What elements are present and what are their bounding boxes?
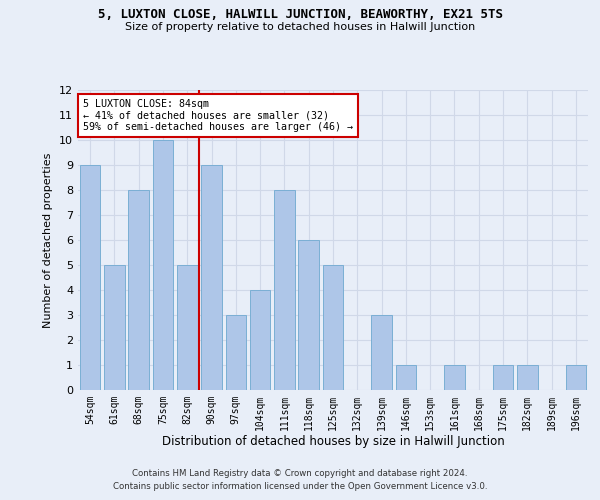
Bar [80,165,100,390]
Bar [371,315,392,390]
Bar [128,190,149,390]
Bar [152,140,173,390]
Bar [250,290,271,390]
Bar [201,165,222,390]
Text: Contains HM Land Registry data © Crown copyright and database right 2024.: Contains HM Land Registry data © Crown c… [132,468,468,477]
Bar [395,365,416,390]
Bar [177,265,197,390]
Text: Distribution of detached houses by size in Halwill Junction: Distribution of detached houses by size … [161,435,505,448]
Y-axis label: Number of detached properties: Number of detached properties [43,152,53,328]
Bar [298,240,319,390]
Bar [517,365,538,390]
Bar [444,365,465,390]
Text: 5 LUXTON CLOSE: 84sqm
← 41% of detached houses are smaller (32)
59% of semi-deta: 5 LUXTON CLOSE: 84sqm ← 41% of detached … [83,99,353,132]
Bar [566,365,586,390]
Bar [493,365,514,390]
Bar [274,190,295,390]
Text: Size of property relative to detached houses in Halwill Junction: Size of property relative to detached ho… [125,22,475,32]
Text: 5, LUXTON CLOSE, HALWILL JUNCTION, BEAWORTHY, EX21 5TS: 5, LUXTON CLOSE, HALWILL JUNCTION, BEAWO… [97,8,503,20]
Bar [226,315,246,390]
Bar [323,265,343,390]
Bar [104,265,125,390]
Text: Contains public sector information licensed under the Open Government Licence v3: Contains public sector information licen… [113,482,487,491]
